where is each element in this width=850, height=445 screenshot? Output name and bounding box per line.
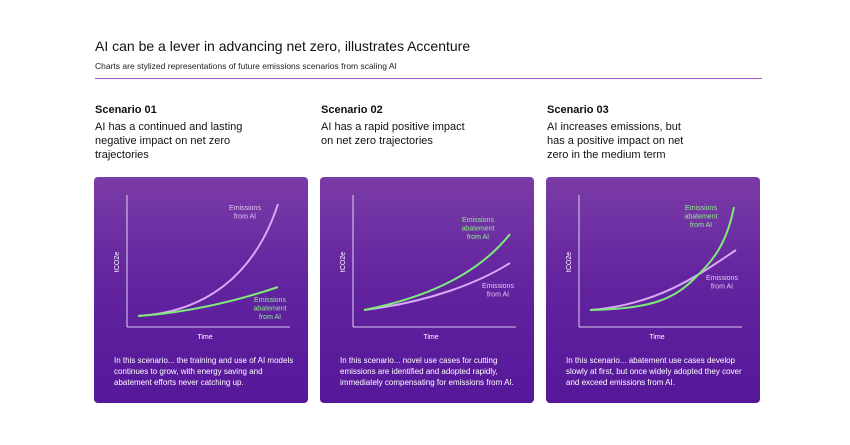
abatement-label: Emissions bbox=[254, 297, 286, 304]
abatement-label: from AI bbox=[690, 222, 712, 229]
abatement-curve bbox=[137, 286, 279, 317]
y-axis-label: tCO2e bbox=[340, 252, 347, 272]
scenario-note: In this scenario... novel use cases for … bbox=[340, 356, 514, 387]
emissions-label: Emissions bbox=[482, 283, 514, 290]
y-axis-label: tCO2e bbox=[566, 252, 573, 272]
x-axis-label: Time bbox=[423, 334, 438, 341]
scenario-description: AI has a rapid positive impact on net ze… bbox=[321, 121, 465, 147]
divider bbox=[95, 78, 762, 79]
abatement-label: from AI bbox=[467, 234, 489, 241]
scenario-title: Scenario 02 bbox=[321, 104, 383, 116]
scenario-chart: tCO2e Time Emissions from AI Emissions abatem… bbox=[340, 195, 516, 341]
emissions-label: Emissions bbox=[706, 275, 738, 282]
scenario-note: In this scenario... abatement use cases … bbox=[566, 356, 742, 387]
emissions-label: from AI bbox=[487, 292, 509, 299]
subtitle: Charts are stylized representations of f… bbox=[95, 61, 397, 71]
abatement-curve bbox=[589, 206, 735, 311]
emissions-label: from AI bbox=[711, 284, 733, 291]
emissions-curve bbox=[589, 249, 737, 311]
abatement-label: Emissions bbox=[685, 205, 717, 212]
emissions-label: from AI bbox=[234, 214, 256, 221]
title: AI can be a lever in advancing net zero,… bbox=[95, 38, 471, 54]
scenario-title: Scenario 01 bbox=[95, 104, 157, 116]
scenario-description: AI increases emissions, but has a positi… bbox=[547, 121, 684, 161]
scenario-card: tCO2e Time Emissions from AI Emissions abatem… bbox=[320, 177, 534, 403]
abatement-curve bbox=[363, 233, 511, 311]
emissions-label: Emissions bbox=[229, 205, 261, 212]
x-axis-label: Time bbox=[197, 334, 212, 341]
abatement-label: abatement bbox=[253, 306, 286, 313]
scenario-card: tCO2e Time Emissions from AI Emissions abatem… bbox=[94, 177, 308, 403]
scenario-description: AI has a continued and lasting negative … bbox=[95, 121, 243, 161]
scenario-title: Scenario 03 bbox=[547, 104, 609, 116]
abatement-label: from AI bbox=[259, 314, 281, 321]
emissions-curve bbox=[363, 262, 511, 311]
y-axis-label: tCO2e bbox=[114, 252, 121, 272]
scenario-card: tCO2e Time Emissions from AI Emissions abatem… bbox=[546, 177, 760, 403]
abatement-label: abatement bbox=[684, 214, 717, 221]
scenario-note: In this scenario... the training and use… bbox=[114, 356, 294, 387]
abatement-label: Emissions bbox=[462, 217, 494, 224]
scenario-chart: tCO2e Time Emissions from AI Emissions abatem… bbox=[114, 195, 290, 341]
abatement-label: abatement bbox=[461, 226, 494, 233]
scenario-chart: tCO2e Time Emissions from AI Emissions abatem… bbox=[566, 195, 742, 341]
x-axis-label: Time bbox=[649, 334, 664, 341]
